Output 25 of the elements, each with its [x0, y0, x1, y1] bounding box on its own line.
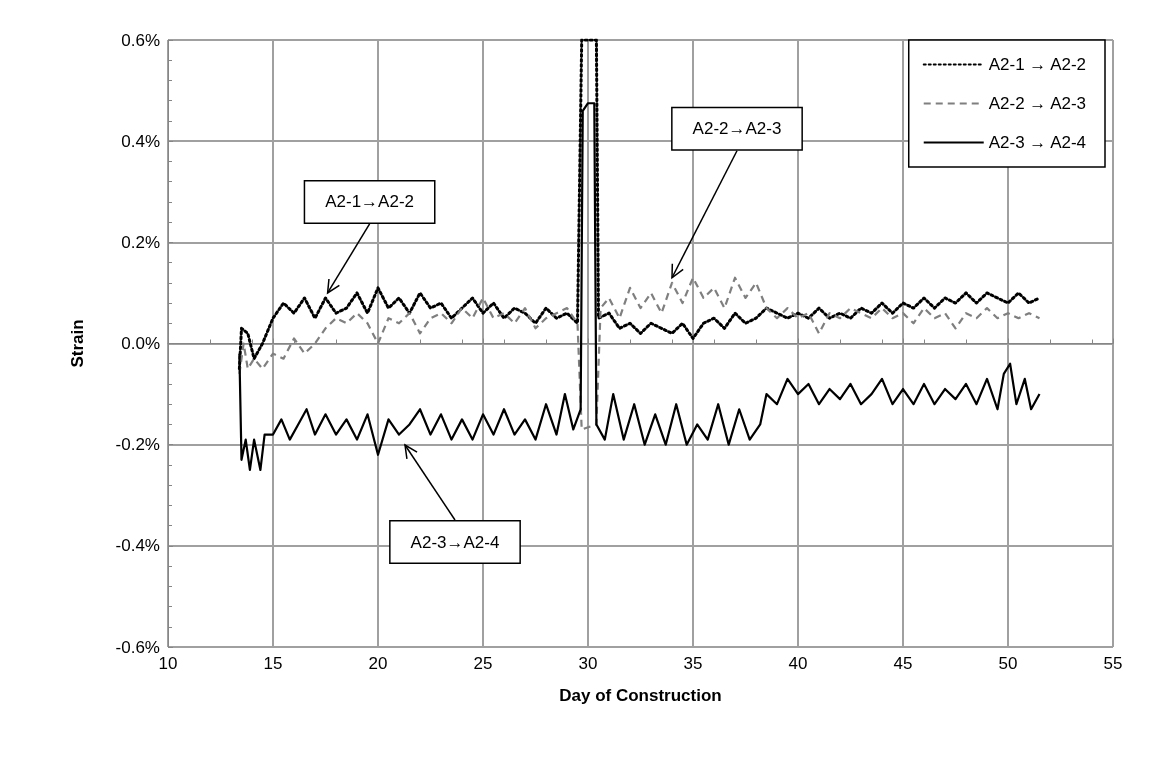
annotation: A2-3→A2-4	[410, 532, 500, 552]
x-tick-label: 15	[263, 654, 283, 673]
y-tick-label: 0.2%	[121, 232, 160, 252]
legend-label: A2-1 → A2-2	[988, 55, 1087, 74]
y-tick-label: -0.2%	[115, 435, 160, 455]
x-tick-label: 10	[158, 654, 178, 673]
annotation: A2-2→A2-3	[692, 119, 782, 139]
x-tick-label: 50	[998, 654, 1018, 673]
y-tick-label: 0.4%	[121, 131, 160, 151]
annotation: A2-1→A2-2	[325, 192, 415, 212]
x-tick-label: 25	[473, 654, 493, 673]
x-tick-label: 45	[893, 654, 913, 673]
x-tick-label: 55	[1103, 654, 1123, 673]
legend-label: A2-2 → A2-3	[988, 94, 1087, 113]
y-axis-title: Strain	[68, 319, 87, 368]
y-tick-label: 0.0%	[121, 334, 160, 353]
x-tick-label: 20	[368, 654, 388, 673]
x-tick-label: 35	[683, 654, 703, 673]
x-tick-label: 30	[578, 654, 598, 673]
x-axis-title: Day of Construction	[559, 686, 722, 705]
y-tick-label: 0.6%	[121, 30, 160, 50]
y-tick-label: -0.6%	[115, 637, 160, 657]
x-tick-label: 40	[788, 654, 808, 673]
legend-label: A2-3 → A2-4	[988, 133, 1087, 152]
y-tick-label: -0.4%	[115, 536, 160, 556]
